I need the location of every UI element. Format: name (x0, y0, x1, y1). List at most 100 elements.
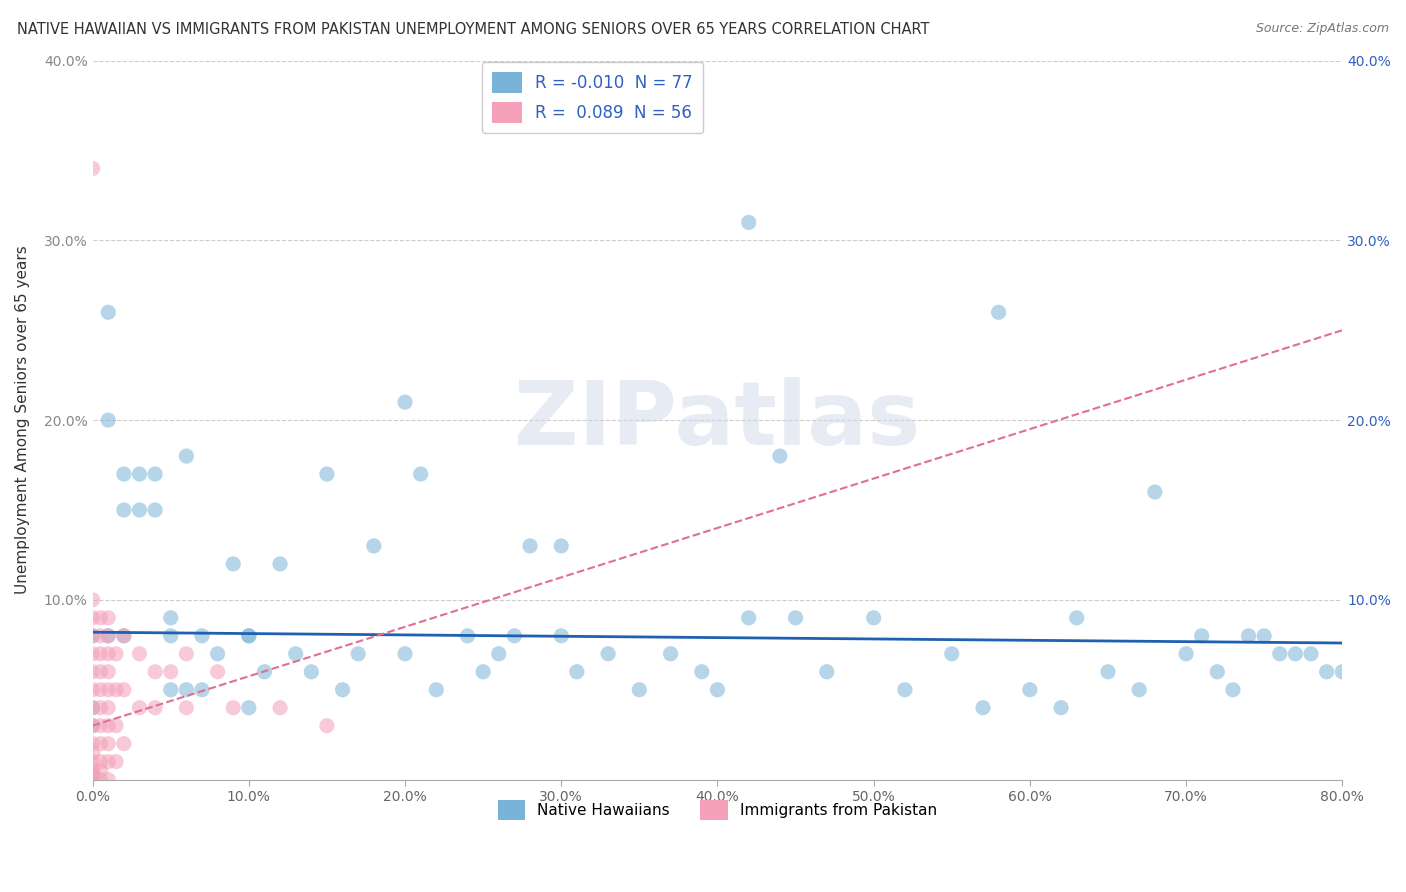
Point (128, 467, 150, 481)
Point (815, 665, 838, 679)
Point (89, 772, 111, 787)
Point (488, 647, 510, 661)
Point (89, 755, 111, 769)
Point (97, 629, 120, 643)
Point (565, 665, 588, 679)
Point (82, 611, 104, 625)
Point (143, 665, 166, 679)
Point (769, 449, 792, 463)
Point (112, 682, 135, 697)
Point (89, 629, 111, 643)
Y-axis label: Unemployment Among Seniors over 65 years: Unemployment Among Seniors over 65 years (15, 246, 30, 594)
Point (1066, 611, 1088, 625)
Point (89, 682, 111, 697)
Point (1316, 665, 1339, 679)
Point (1331, 665, 1354, 679)
Point (112, 629, 135, 643)
Point (82, 161, 104, 176)
Point (207, 647, 229, 661)
Point (82, 629, 104, 643)
Point (89, 719, 111, 733)
Point (128, 647, 150, 661)
Text: Source: ZipAtlas.com: Source: ZipAtlas.com (1256, 22, 1389, 36)
Point (299, 665, 322, 679)
Point (253, 665, 276, 679)
Point (284, 647, 307, 661)
Point (238, 700, 260, 714)
Point (89, 665, 111, 679)
Point (112, 467, 135, 481)
Point (706, 682, 728, 697)
Point (503, 629, 526, 643)
Point (550, 629, 572, 643)
Point (394, 395, 416, 409)
Point (222, 557, 245, 571)
Point (97, 682, 120, 697)
Point (128, 503, 150, 517)
Point (143, 467, 166, 481)
Point (332, 682, 354, 697)
Point (176, 700, 198, 714)
Point (737, 215, 759, 229)
Point (82, 719, 104, 733)
Point (1175, 647, 1198, 661)
Point (191, 682, 214, 697)
Point (82, 719, 104, 733)
Text: ZIPatlas: ZIPatlas (515, 376, 921, 464)
Point (89, 764, 111, 778)
Point (176, 647, 198, 661)
Point (82, 746, 104, 760)
Point (82, 771, 104, 785)
Point (972, 700, 994, 714)
Point (82, 700, 104, 714)
Point (1222, 682, 1244, 697)
Point (82, 772, 104, 787)
Point (89, 700, 111, 714)
Point (269, 700, 291, 714)
Point (316, 719, 339, 733)
Point (191, 629, 214, 643)
Point (238, 629, 260, 643)
Point (112, 737, 135, 751)
Point (894, 682, 917, 697)
Point (269, 557, 291, 571)
Point (82, 755, 104, 769)
Point (519, 539, 541, 553)
Point (143, 503, 166, 517)
Point (598, 647, 620, 661)
Point (82, 700, 104, 714)
Point (97, 413, 120, 427)
Point (457, 629, 479, 643)
Point (105, 647, 128, 661)
Point (97, 755, 120, 769)
Point (1018, 682, 1040, 697)
Point (143, 700, 166, 714)
Point (97, 665, 120, 679)
Point (1268, 647, 1291, 661)
Point (112, 629, 135, 643)
Point (394, 647, 416, 661)
Point (238, 629, 260, 643)
Point (128, 700, 150, 714)
Point (82, 665, 104, 679)
Text: NATIVE HAWAIIAN VS IMMIGRANTS FROM PAKISTAN UNEMPLOYMENT AMONG SENIORS OVER 65 Y: NATIVE HAWAIIAN VS IMMIGRANTS FROM PAKIS… (17, 22, 929, 37)
Point (472, 665, 495, 679)
Point (941, 647, 963, 661)
Point (97, 629, 120, 643)
Point (176, 682, 198, 697)
Point (1237, 629, 1260, 643)
Point (105, 755, 128, 769)
Point (89, 647, 111, 661)
Point (89, 737, 111, 751)
Point (222, 700, 245, 714)
Point (97, 719, 120, 733)
Point (112, 503, 135, 517)
Point (97, 611, 120, 625)
Point (1191, 629, 1213, 643)
Point (82, 592, 104, 607)
Point (176, 449, 198, 463)
Point (105, 719, 128, 733)
Point (1206, 665, 1229, 679)
Point (159, 611, 181, 625)
Point (159, 665, 181, 679)
